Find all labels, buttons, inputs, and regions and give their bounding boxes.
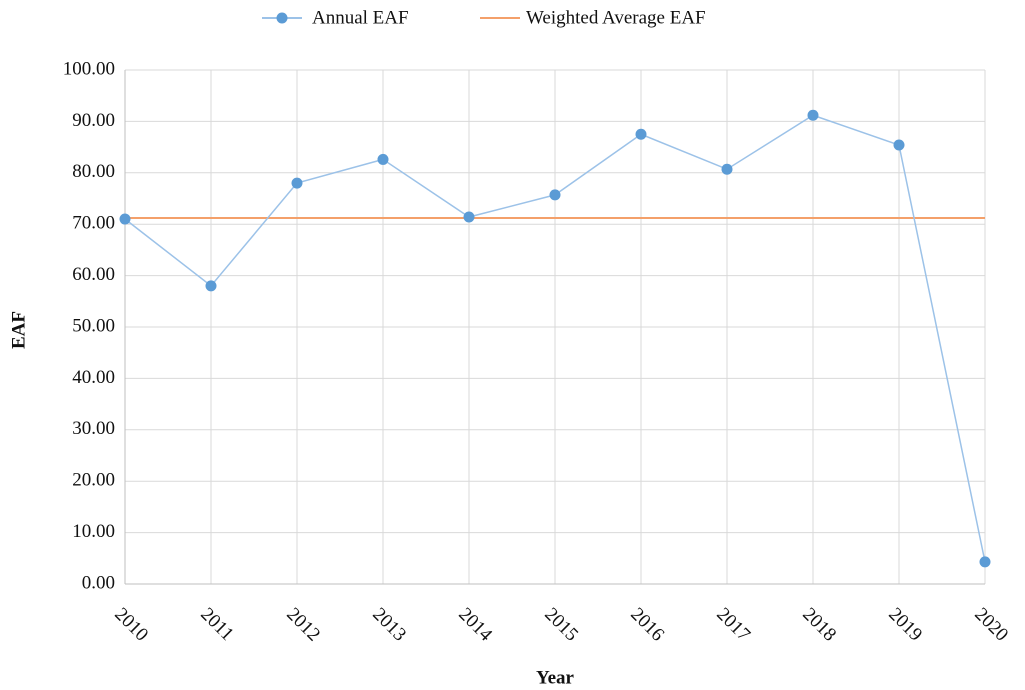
x-tick-label: 2018 — [798, 604, 840, 646]
y-tick-label: 70.00 — [72, 213, 115, 234]
y-tick-label: 30.00 — [72, 418, 115, 439]
legend-label: Weighted Average EAF — [526, 7, 706, 28]
data-point — [119, 213, 131, 225]
y-tick-label: 10.00 — [72, 521, 115, 542]
data-point — [807, 109, 819, 121]
x-tick-label: 2013 — [368, 604, 410, 646]
y-tick-label: 40.00 — [72, 367, 115, 388]
data-point — [463, 211, 475, 223]
x-tick-label: 2016 — [626, 604, 668, 646]
legend-label: Annual EAF — [312, 7, 409, 28]
y-tick-label: 90.00 — [72, 110, 115, 131]
y-tick-label: 0.00 — [82, 572, 115, 593]
y-tick-label: 20.00 — [72, 470, 115, 491]
data-point — [635, 128, 647, 140]
y-tick-label: 100.00 — [63, 58, 115, 79]
x-tick-label: 2020 — [970, 604, 1012, 646]
data-point — [721, 163, 733, 175]
x-tick-label: 2014 — [454, 604, 496, 646]
x-tick-label: 2019 — [884, 604, 926, 646]
y-tick-label: 60.00 — [72, 264, 115, 285]
legend-marker — [276, 12, 288, 24]
x-tick-label: 2010 — [110, 604, 152, 646]
x-tick-label: 2012 — [282, 604, 324, 646]
y-axis-title: EAF — [8, 311, 29, 349]
x-axis-title: Year — [536, 667, 575, 688]
data-point — [979, 556, 991, 568]
data-point — [291, 177, 303, 189]
x-tick-label: 2015 — [540, 604, 582, 646]
data-point — [893, 139, 905, 151]
y-tick-label: 80.00 — [72, 161, 115, 182]
data-point — [205, 280, 217, 292]
data-point — [377, 153, 389, 165]
x-tick-label: 2011 — [196, 604, 237, 645]
data-point — [549, 189, 561, 201]
x-tick-label: 2017 — [712, 604, 754, 646]
y-tick-label: 50.00 — [72, 315, 115, 336]
